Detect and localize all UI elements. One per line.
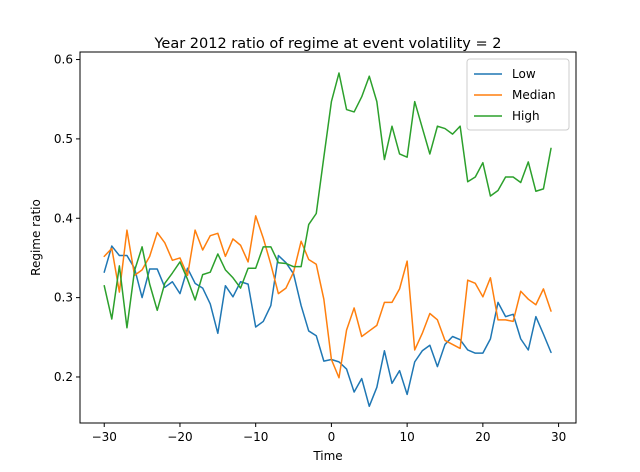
plot-frame: [79, 51, 577, 424]
legend-label-median: Median: [512, 88, 556, 102]
series-line-low: [103, 245, 552, 408]
x-tick-label: 20: [475, 430, 490, 444]
x-tick-label: 0: [328, 430, 336, 444]
legend-label-high: High: [512, 109, 540, 123]
x-tick-label: −10: [243, 430, 268, 444]
y-tick-label: 0.3: [54, 291, 73, 305]
series-line-median: [103, 215, 552, 379]
x-tick-label: 10: [399, 430, 414, 444]
x-tick-label: 30: [551, 430, 566, 444]
y-axis-label: Regime ratio: [29, 199, 43, 276]
x-axis: −30 −20 −10 0 10 20 30: [92, 423, 566, 444]
y-tick-label: 0.4: [54, 211, 73, 225]
x-axis-label: Time: [312, 449, 342, 463]
x-tick-label: −30: [92, 430, 117, 444]
plot-series: [103, 72, 552, 408]
x-tick-label: −20: [167, 430, 192, 444]
chart-title: Year 2012 ratio of regime at event volat…: [154, 36, 502, 52]
legend-label-low: Low: [512, 67, 536, 81]
y-axis: 0.2 0.3 0.4 0.5 0.6: [54, 53, 80, 384]
legend-box: [466, 58, 570, 131]
series-line-high: [103, 72, 552, 329]
y-tick-label: 0.6: [54, 53, 73, 67]
y-tick-label: 0.5: [54, 132, 73, 146]
y-tick-label: 0.2: [54, 370, 73, 384]
legend: Low Median High: [466, 58, 570, 131]
